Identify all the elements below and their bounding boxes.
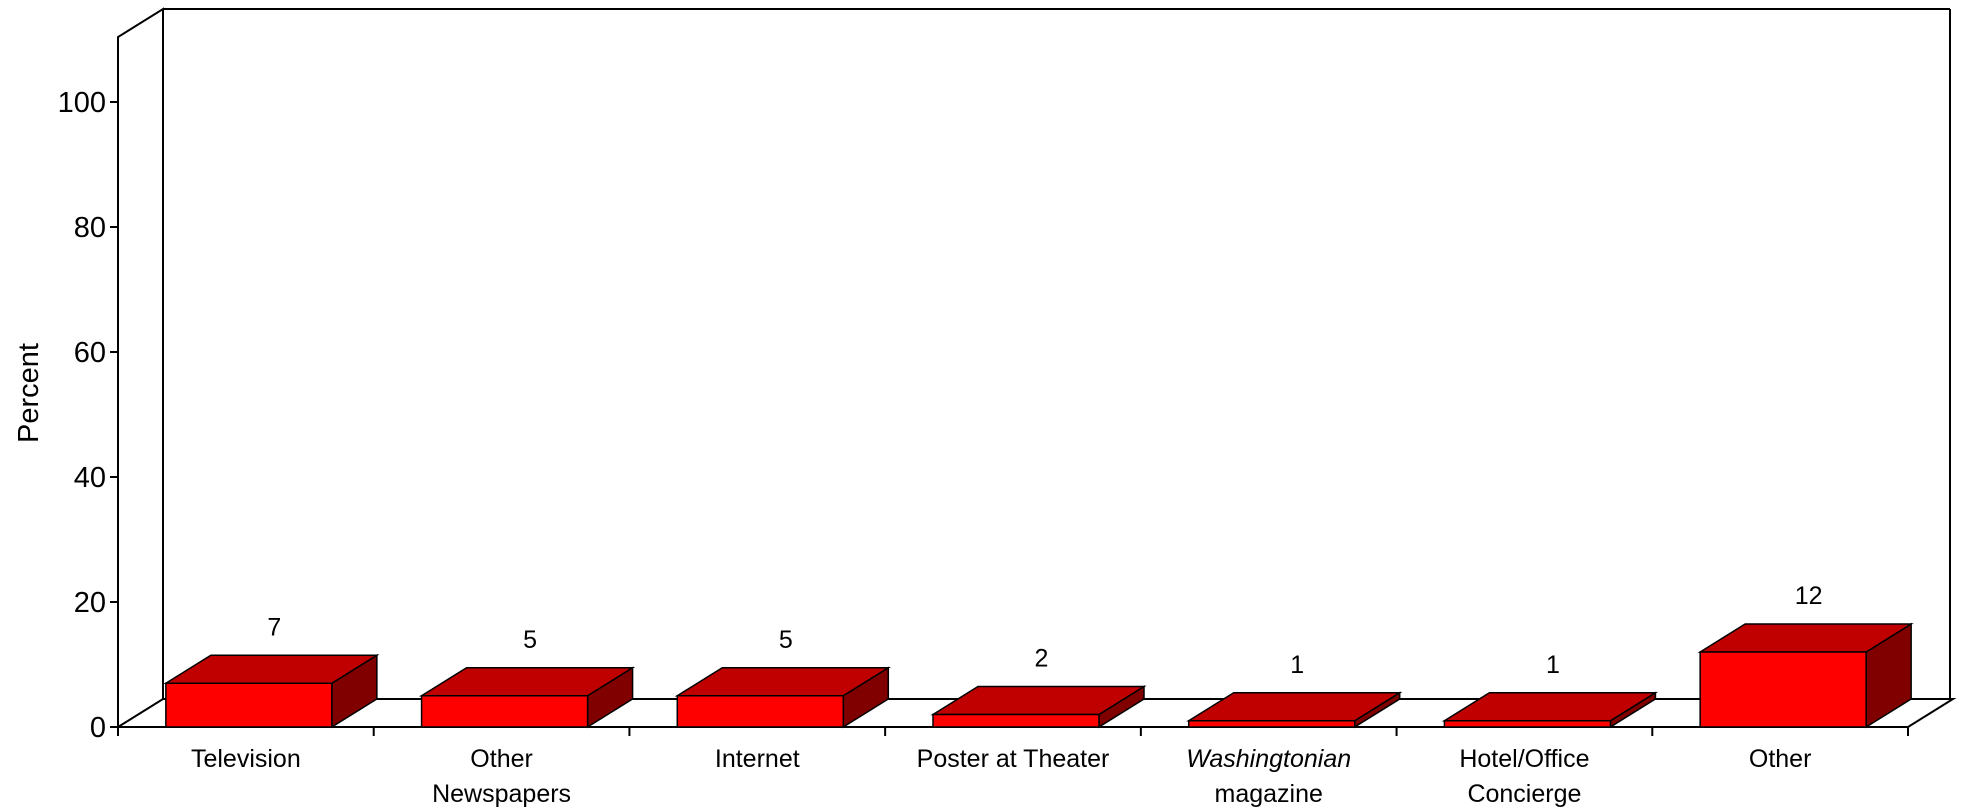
x-category-label: Television: [191, 745, 301, 773]
bar-value-label: 1: [1546, 651, 1560, 679]
y-axis-title: Percent: [13, 343, 45, 443]
x-category-label: Other: [1749, 745, 1812, 773]
back-left-wall: [117, 7, 164, 727]
bar-front: [1443, 720, 1612, 728]
y-tick-label: 0: [90, 712, 106, 744]
value-labels: 7 5 5 2 1 1 12: [267, 582, 1822, 679]
bar: [1186, 691, 1403, 729]
bar-front: [1187, 720, 1356, 728]
bar-value-label: 5: [523, 626, 537, 654]
bar-value-label: 7: [267, 613, 281, 641]
bar: [674, 666, 891, 729]
x-category-label: Hotel/Office: [1459, 745, 1589, 773]
bar: [1441, 691, 1659, 729]
bar-value-label: 1: [1290, 651, 1304, 679]
y-tick-label: 20: [74, 587, 106, 619]
x-category-label: Newspapers: [432, 780, 571, 808]
y-tick-label: 60: [74, 337, 106, 369]
x-category-label: Internet: [715, 745, 800, 773]
bar-front: [1699, 651, 1867, 728]
bar-value-label: 12: [1795, 582, 1823, 610]
bar: [163, 653, 380, 729]
y-tick-label: 100: [58, 87, 106, 119]
chart-frame: [114, 7, 1957, 728]
y-axis-ticks: 0 20 40 60 80 100: [58, 87, 118, 744]
bar-front: [420, 695, 589, 728]
bar-value-label: 2: [1035, 645, 1049, 673]
category-labels: Television Other Newspapers Internet Poster …: [191, 745, 1811, 808]
bar-front: [165, 682, 333, 728]
x-category-label: Poster at Theater: [917, 745, 1110, 773]
x-category-label: Other: [470, 745, 533, 773]
bar-value-label: 5: [779, 626, 793, 654]
y-tick-label: 80: [74, 212, 106, 244]
bar: [930, 685, 1147, 729]
bar-front: [932, 713, 1100, 728]
bar: [418, 666, 636, 729]
x-category-label: Concierge: [1467, 780, 1581, 808]
bars: [163, 622, 1914, 729]
x-axis-ticks: [117, 727, 1909, 736]
y-tick-label: 40: [74, 462, 106, 494]
bar-front: [676, 695, 845, 728]
x-category-label: Washingtonian: [1186, 745, 1351, 773]
bar: [1697, 622, 1914, 729]
x-category-label: magazine: [1215, 780, 1323, 808]
